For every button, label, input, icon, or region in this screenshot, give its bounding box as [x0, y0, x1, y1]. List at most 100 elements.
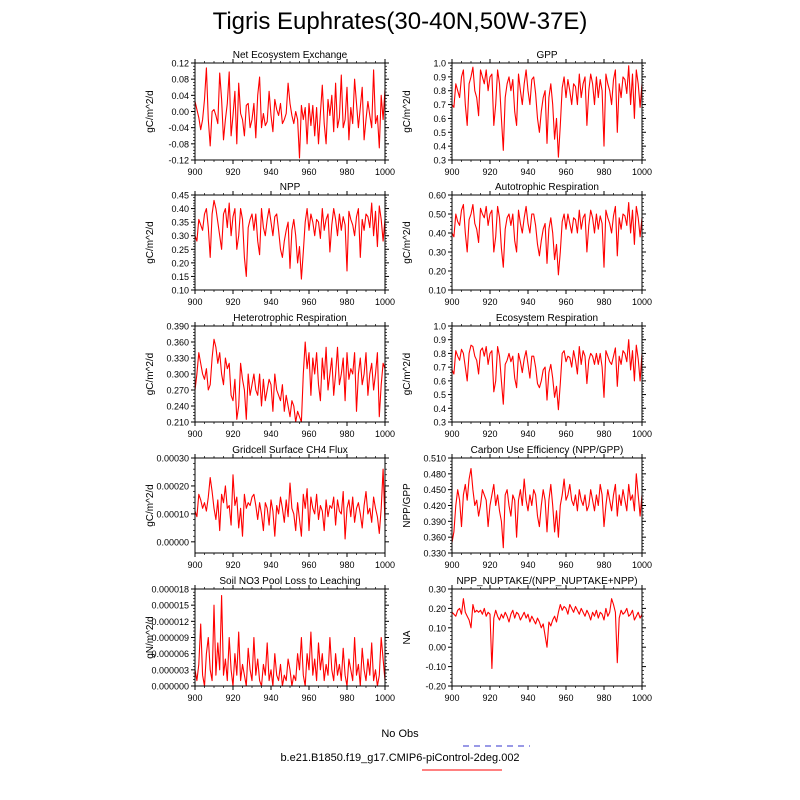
x-tick-label: 920	[482, 297, 497, 307]
chart-panel-2: NPP gC/m^2/d 0.10 0.15 0.20 0.25 0.30 0.35 0.40 0…	[145, 182, 395, 307]
y-axis-label: NPP/GPP	[402, 483, 413, 528]
x-tick-label: 920	[482, 560, 497, 570]
y-axis-label: gC/m^2/d	[402, 221, 413, 264]
y-tick-label: 0.60	[428, 191, 446, 201]
x-tick-label: 1000	[375, 167, 395, 177]
x-tick-label: 900	[187, 693, 202, 703]
x-tick-label: 980	[339, 560, 354, 570]
y-tick-label: 0.270	[166, 386, 189, 396]
y-tick-label: 0.10	[428, 286, 446, 296]
y-tick-label: 0.300	[166, 370, 189, 380]
y-tick-label: 0.000000	[151, 682, 189, 692]
plot-frame	[451, 325, 643, 423]
y-tick-label: 0.00020	[156, 481, 189, 491]
y-tick-label: 0.30	[428, 585, 446, 595]
y-tick-label: 0.420	[423, 501, 446, 511]
y-tick-label: 0.10	[428, 623, 446, 633]
y-axis-label: gC/m^2/d	[402, 353, 413, 396]
x-tick-label: 940	[263, 560, 278, 570]
x-tick-label: 900	[444, 297, 459, 307]
y-tick-label: 0.35	[171, 218, 189, 228]
y-tick-label: 0.390	[166, 322, 189, 332]
y-tick-label: 0.000015	[151, 601, 189, 611]
x-tick-label: 1000	[375, 560, 395, 570]
x-tick-label: 1000	[375, 297, 395, 307]
chart-panel-7: Carbon Use Efficiency (NPP/GPP) NPP/GPP 0.…	[402, 445, 652, 570]
series-line	[451, 468, 643, 549]
y-tick-label: 0.00030	[156, 454, 189, 464]
y-axis-label: NA	[402, 630, 413, 644]
y-tick-label: 0.12	[171, 59, 189, 69]
y-tick-label: 0.9	[433, 72, 446, 82]
x-tick-label: 940	[263, 693, 278, 703]
chart-panel-6: Gridcell Surface CH4 Flux gC/m^2/d0.00000…	[145, 445, 395, 570]
y-tick-label: 0.00000	[156, 537, 189, 547]
x-tick-label: 940	[263, 167, 278, 177]
chart-panel-8: Soil NO3 Pool Loss to LeachinggN/m^2/d0.…	[145, 576, 395, 703]
chart-panel-9: NPP_NUPTAKE/(NPP_NUPTAKE+NPP) NA -0.20 -0.1…	[402, 576, 652, 703]
x-tick-label: 1000	[632, 297, 652, 307]
chart-title: Ecosystem Respiration	[496, 313, 598, 324]
plot-frame	[194, 62, 386, 161]
x-tick-label: 980	[339, 167, 354, 177]
y-tick-label: 0.3	[433, 156, 446, 166]
y-tick-label: 0.000018	[151, 585, 189, 595]
x-tick-label: 900	[187, 167, 202, 177]
y-tick-label: -0.10	[425, 662, 446, 672]
y-axis-label: gC/m^2/d	[145, 353, 156, 396]
x-tick-label: 940	[263, 429, 278, 439]
y-tick-label: 0.390	[423, 517, 446, 527]
x-tick-label: 960	[558, 429, 573, 439]
y-axis-label: gC/m^2/d	[145, 90, 156, 133]
chart-title: Autotrophic Respiration	[495, 182, 599, 193]
legend-label-model: b.e21.B1850.f19_g17.CMIP6-piControl-2deg…	[280, 752, 520, 764]
y-tick-label: 0.4	[433, 404, 446, 414]
x-tick-label: 900	[444, 167, 459, 177]
y-tick-label: 0.5	[433, 128, 446, 138]
x-tick-label: 960	[301, 167, 316, 177]
x-tick-label: 920	[482, 429, 497, 439]
y-tick-label: 0.9	[433, 335, 446, 345]
x-tick-label: 960	[301, 560, 316, 570]
x-tick-label: 900	[187, 429, 202, 439]
x-tick-label: 1000	[632, 429, 652, 439]
y-tick-label: 0.00	[428, 643, 446, 653]
legend	[422, 745, 530, 771]
y-tick-label: 0.8	[433, 349, 446, 359]
page-title: Tigris Euphrates(30-40N,50W-37E)	[212, 8, 588, 35]
y-tick-label: 0.30	[171, 231, 189, 241]
series-line	[194, 67, 386, 159]
x-tick-label: 980	[596, 167, 611, 177]
x-tick-label: 960	[558, 693, 573, 703]
y-tick-label: 0.7	[433, 363, 446, 373]
chart-title: Soil NO3 Pool Loss to Leaching	[219, 576, 360, 587]
y-tick-label: 0.20	[171, 258, 189, 268]
x-tick-label: 980	[339, 693, 354, 703]
x-tick-label: 920	[225, 429, 240, 439]
y-tick-label: 0.20	[428, 604, 446, 614]
x-tick-label: 940	[520, 693, 535, 703]
y-tick-label: 0.4	[433, 142, 446, 152]
y-tick-label: 0.5	[433, 390, 446, 400]
y-tick-label: 0.00010	[156, 509, 189, 519]
y-tick-label: 0.3	[433, 418, 446, 428]
y-tick-label: 0.210	[166, 418, 189, 428]
y-tick-label: 0.360	[423, 533, 446, 543]
chart-title: Net Ecosystem Exchange	[233, 50, 348, 61]
y-tick-label: 0.20	[428, 267, 446, 277]
y-tick-label: 0.330	[166, 354, 189, 364]
y-tick-label: -0.20	[425, 682, 446, 692]
y-tick-label: 0.450	[423, 485, 446, 495]
chart-title: NPP	[280, 182, 301, 193]
y-tick-label: 1.0	[433, 59, 446, 69]
x-tick-label: 960	[301, 297, 316, 307]
y-tick-label: 0.30	[428, 248, 446, 258]
chart-panel-5: Ecosystem Respiration gC/m^2/d 0.3 0.4 0.5 0.…	[402, 313, 652, 439]
y-axis-label: gC/m^2/d	[145, 484, 156, 527]
x-tick-label: 920	[225, 560, 240, 570]
x-tick-label: 900	[187, 297, 202, 307]
y-tick-label: 0.000006	[151, 649, 189, 659]
x-tick-label: 940	[263, 297, 278, 307]
y-tick-label: 0.000009	[151, 633, 189, 643]
y-tick-label: 0.25	[171, 245, 189, 255]
